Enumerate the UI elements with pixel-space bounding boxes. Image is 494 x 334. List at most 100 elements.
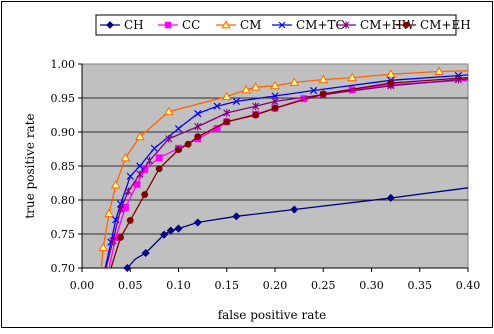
marker-diamond xyxy=(290,205,299,214)
legend-label: CH xyxy=(124,18,144,32)
marker-x xyxy=(309,86,318,95)
y-tick-label: 0.95 xyxy=(51,92,76,105)
legend-label: CM+TC xyxy=(296,18,345,32)
marker-triangle xyxy=(347,72,358,82)
marker-circle xyxy=(271,104,279,112)
marker-star xyxy=(271,97,279,106)
y-tick-label: 0.85 xyxy=(51,160,76,173)
series xyxy=(123,187,469,273)
marker-circle xyxy=(155,165,163,173)
series-line xyxy=(110,76,469,269)
x-tick-label: 0.25 xyxy=(311,279,336,292)
legend-item: CM+HW xyxy=(336,18,415,32)
series xyxy=(98,66,469,269)
marker-x xyxy=(150,144,158,152)
x-tick-label: 0.35 xyxy=(408,279,433,292)
marker-diamond xyxy=(106,21,114,29)
legend-item: CC xyxy=(158,18,200,32)
marker-triangle xyxy=(434,66,444,75)
legend-label: CC xyxy=(182,18,200,32)
marker-triangle xyxy=(385,69,396,78)
marker-circle xyxy=(223,118,231,126)
marker-circle xyxy=(175,146,182,154)
marker-circle xyxy=(184,140,192,148)
y-tick-label: 0.70 xyxy=(51,262,76,275)
marker-x xyxy=(136,162,144,170)
marker-star xyxy=(342,21,350,29)
marker-triangle xyxy=(104,208,114,218)
x-axis-title: false positive rate xyxy=(218,308,327,322)
marker-diamond xyxy=(123,263,132,273)
marker-diamond xyxy=(193,218,202,227)
x-tick-label: 0.20 xyxy=(263,279,288,292)
x-tick-label: 0.30 xyxy=(359,279,384,292)
marker-diamond xyxy=(141,248,150,258)
marker-x xyxy=(194,110,202,118)
marker-star xyxy=(165,135,173,143)
marker-diamond xyxy=(174,224,183,233)
marker-x xyxy=(174,124,183,133)
series-group xyxy=(98,66,469,273)
series xyxy=(105,75,469,269)
legend-item: CH xyxy=(100,18,144,32)
marker-x xyxy=(278,21,286,29)
marker-star xyxy=(145,156,154,165)
marker-triangle xyxy=(270,80,280,90)
marker-triangle xyxy=(98,242,109,252)
marker-star xyxy=(124,187,132,195)
legend: CH CC CM CM+TC CM+HW CM+EH xyxy=(95,14,471,36)
x-tick-label: 0.00 xyxy=(70,279,95,292)
marker-triangle xyxy=(221,91,232,101)
marker-triangle xyxy=(110,180,121,189)
marker-square xyxy=(141,165,149,173)
marker-triangle xyxy=(163,106,174,116)
marker-star xyxy=(117,205,125,214)
marker-square xyxy=(155,154,163,162)
y-axis-title: true positive rate xyxy=(23,113,37,218)
y-tick-label: 0.90 xyxy=(51,126,76,139)
marker-star xyxy=(194,122,202,131)
marker-circle xyxy=(319,90,327,98)
marker-circle xyxy=(141,191,149,199)
x-tick-label: 0.10 xyxy=(166,279,191,292)
marker-triangle xyxy=(135,131,145,141)
y-tick-label: 0.80 xyxy=(51,194,76,207)
legend-item: CM xyxy=(216,18,261,32)
marker-circle xyxy=(126,216,134,224)
x-tick-label: 0.40 xyxy=(456,279,481,292)
legend-item: CM+EH xyxy=(396,18,471,32)
marker-diamond xyxy=(159,230,169,239)
marker-triangle xyxy=(120,152,131,162)
marker-star xyxy=(252,102,260,110)
marker-triangle xyxy=(241,84,251,94)
marker-triangle xyxy=(250,82,261,91)
marker-circle xyxy=(194,133,202,141)
legend-label: CM+HW xyxy=(360,18,415,32)
marker-x xyxy=(271,92,279,100)
marker-circle xyxy=(252,111,260,119)
axes: 0.70 0.75 0.80 0.85 0.90 0.95 1.00 0.00 0.05 0.10… xyxy=(51,58,481,292)
legend-item: CM+TC xyxy=(272,18,345,32)
marker-triangle xyxy=(318,74,329,84)
marker-diamond xyxy=(386,193,395,203)
marker-x xyxy=(213,102,221,110)
x-tick-label: 0.15 xyxy=(215,279,240,292)
marker-square xyxy=(164,21,172,29)
marker-star xyxy=(109,237,117,245)
marker-circle xyxy=(117,233,125,241)
marker-x xyxy=(232,97,241,106)
marker-x xyxy=(126,172,134,180)
y-tick-label: 1.00 xyxy=(51,58,76,71)
x-tick-label: 0.05 xyxy=(118,279,143,292)
marker-star xyxy=(223,109,231,117)
marker-star xyxy=(136,170,144,178)
marker-square xyxy=(133,180,141,188)
marker-triangle xyxy=(221,20,231,29)
marker-x xyxy=(116,200,125,208)
marker-triangle xyxy=(289,77,300,86)
marker-circle xyxy=(402,21,410,29)
marker-diamond xyxy=(166,226,175,235)
marker-circle xyxy=(387,79,395,87)
